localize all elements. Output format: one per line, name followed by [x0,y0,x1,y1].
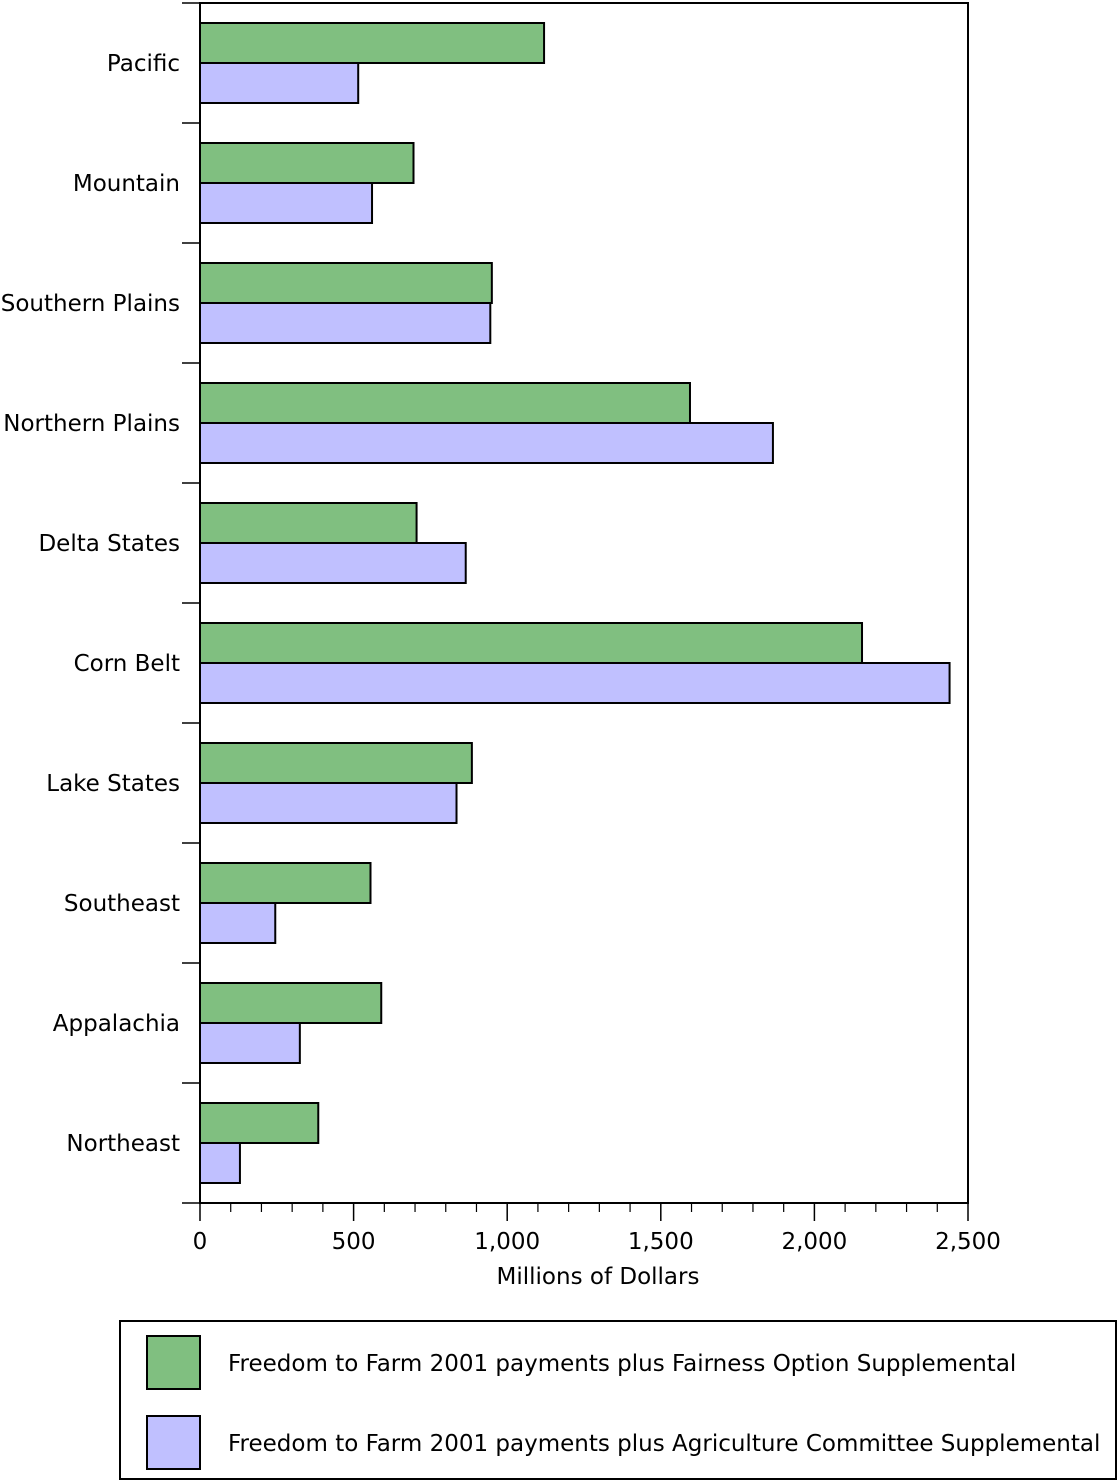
bar-corn-belt-series-2 [199,662,951,704]
bar-southeast-series-1 [199,862,372,904]
category-label-lake-states: Lake States [46,771,180,797]
bar-northeast-series-1 [199,1102,320,1144]
bar-mountain-series-2 [199,182,374,224]
x-tick-label: 0 [193,1229,208,1255]
x-tick-label: 1,500 [628,1229,694,1255]
bar-northern-plains-series-2 [199,422,774,464]
x-axis-title: Millions of Dollars [497,1264,700,1290]
bar-pacific-series-2 [199,62,360,104]
category-label-southern-plains: Southern Plains [1,291,180,317]
bar-southern-plains-series-1 [199,262,493,304]
x-tick-label: 2,000 [781,1229,847,1255]
legend-label-agriculture-committee: Freedom to Farm 2001 payments plus Agric… [228,1431,1100,1457]
bar-corn-belt-series-1 [199,622,864,664]
bar-lake-states-series-1 [199,742,473,784]
bar-southern-plains-series-2 [199,302,492,344]
x-tick-label: 2,500 [935,1229,1001,1255]
bar-appalachia-series-1 [199,982,383,1024]
bar-pacific-series-1 [199,22,546,64]
category-label-northeast: Northeast [66,1131,180,1157]
category-label-corn-belt: Corn Belt [74,651,180,677]
legend-box [119,1320,1117,1480]
legend: Freedom to Farm 2001 payments plus Fairn… [119,1320,1117,1480]
category-label-southeast: Southeast [64,891,180,917]
bars-group [199,22,951,1184]
bar-appalachia-series-2 [199,1022,301,1064]
bar-southeast-series-2 [199,902,277,944]
category-label-pacific: Pacific [107,51,180,77]
category-labels: Pacific Mountain Southern Plains Northern P… [1,51,180,1157]
bar-northeast-series-2 [199,1142,241,1184]
bar-delta-states-series-2 [199,542,467,584]
legend-swatch-agriculture-committee [146,1415,201,1470]
x-axis-ticks: 0 500 1,000 1,500 2,000 2,500 [193,1203,1001,1255]
legend-label-fairness-option: Freedom to Farm 2001 payments plus Fairn… [228,1351,1016,1377]
bar-northern-plains-series-1 [199,382,691,424]
category-label-appalachia: Appalachia [53,1011,180,1037]
x-tick-label: 1,000 [474,1229,540,1255]
x-tick-label: 500 [332,1229,376,1255]
bar-delta-states-series-1 [199,502,418,544]
category-label-delta-states: Delta States [38,531,180,557]
legend-swatch-fairness-option [146,1335,201,1390]
y-axis-ticks [182,2,200,1204]
bar-lake-states-series-2 [199,782,458,824]
category-label-mountain: Mountain [73,171,180,197]
category-label-northern-plains: Northern Plains [3,411,180,437]
bar-mountain-series-1 [199,142,415,184]
